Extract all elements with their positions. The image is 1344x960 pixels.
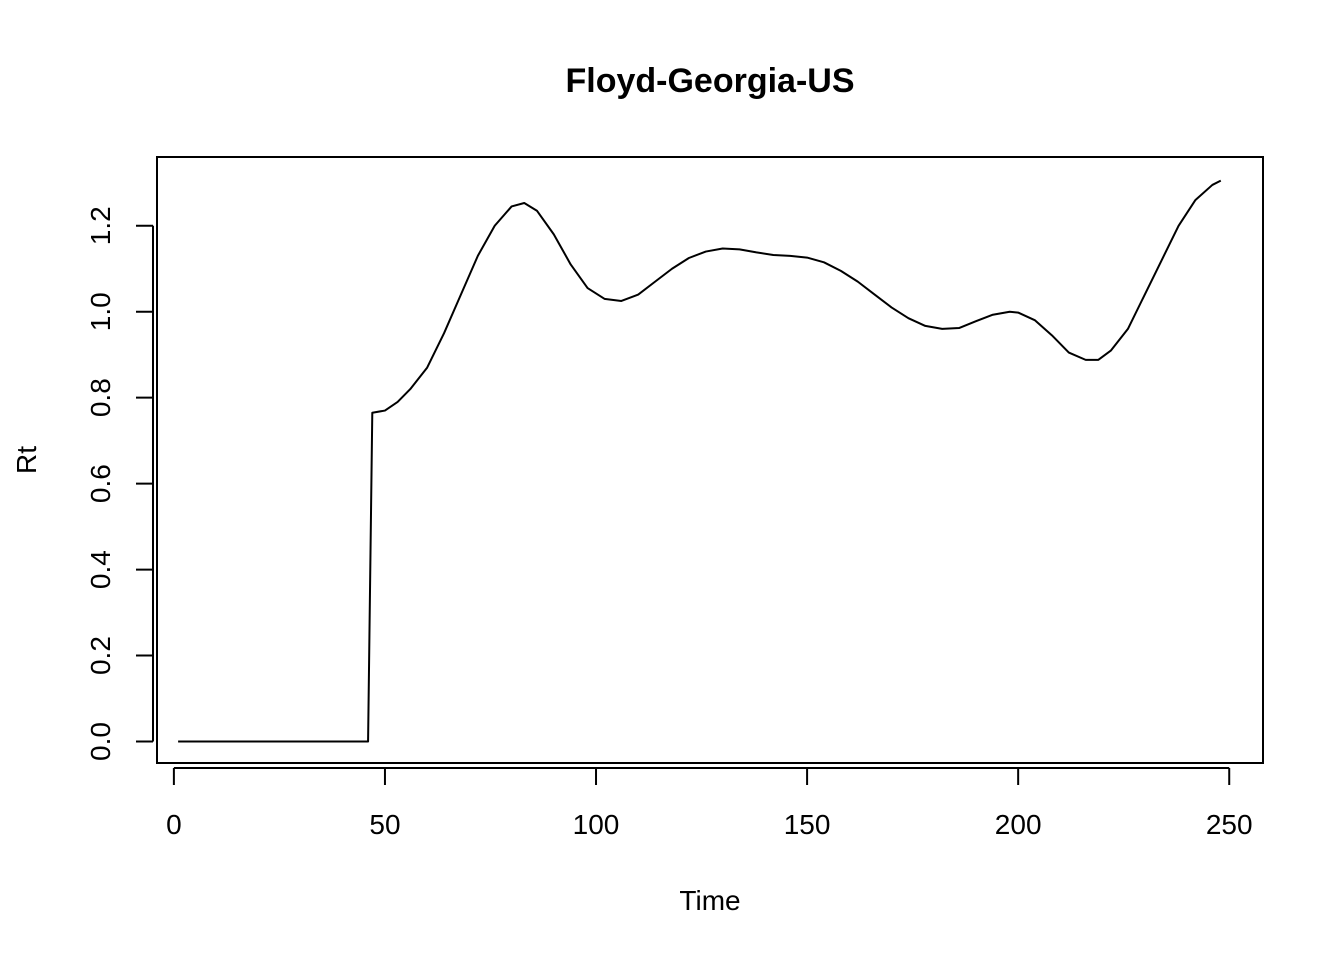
y-axis: 0.0 0.2 0.4 0.6 0.8 1.0 1.2 bbox=[85, 206, 154, 761]
x-axis-label: Time bbox=[679, 885, 740, 916]
x-tick-label: 100 bbox=[573, 809, 620, 840]
chart-title: Floyd-Georgia-US bbox=[565, 62, 854, 100]
x-tick-label: 200 bbox=[995, 809, 1042, 840]
y-axis-label: Rt bbox=[11, 446, 42, 474]
x-tick-label: 50 bbox=[369, 809, 400, 840]
y-tick-label: 1.2 bbox=[85, 206, 116, 245]
y-tick-label: 0.0 bbox=[85, 722, 116, 761]
x-tick-label: 250 bbox=[1206, 809, 1253, 840]
y-tick-label: 0.4 bbox=[85, 550, 116, 589]
y-tick-label: 0.2 bbox=[85, 636, 116, 675]
y-tick-label: 0.8 bbox=[85, 378, 116, 417]
x-axis: 0 50 100 150 200 250 bbox=[166, 767, 1253, 840]
x-tick-label: 150 bbox=[784, 809, 831, 840]
y-tick-label: 0.6 bbox=[85, 464, 116, 503]
plot-frame bbox=[156, 156, 1264, 764]
x-tick-label: 0 bbox=[166, 809, 182, 840]
series-line bbox=[178, 179, 1222, 743]
y-tick-label: 1.0 bbox=[85, 292, 116, 331]
